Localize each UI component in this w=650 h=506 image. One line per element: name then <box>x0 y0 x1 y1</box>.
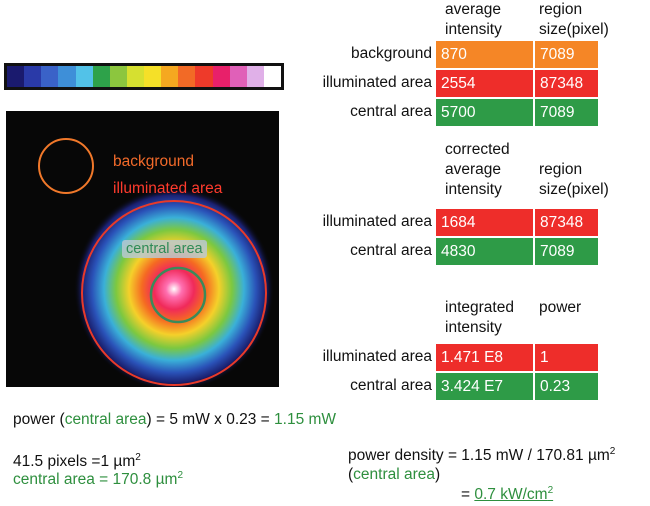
text-span: 1.15 mW <box>274 411 337 428</box>
header-line: intensity <box>445 21 502 38</box>
table1-header-intensity: average intensity <box>445 0 502 40</box>
table-cell: 1.471 E8 <box>436 344 533 371</box>
header-line: average <box>445 161 502 178</box>
background-label: background <box>113 153 195 170</box>
table-cell: 87348 <box>535 209 598 236</box>
header-line: size(pixel) <box>539 181 609 198</box>
colorbar-swatch <box>246 66 264 87</box>
table1-header-region: region size(pixel) <box>539 0 609 40</box>
illuminated-region-circle <box>81 200 267 386</box>
row-label: background <box>350 45 432 62</box>
colorbar-swatch <box>178 66 196 87</box>
background-region-circle <box>38 138 94 194</box>
table-cell: 5700 <box>436 99 533 126</box>
header-line: corrected <box>445 141 510 158</box>
table-row: 870 7089 <box>436 41 598 68</box>
power-density-line1: power density = 1.15 mW / 170.81 µm2 <box>348 446 615 466</box>
row-label: illuminated area <box>322 74 432 91</box>
header-line: average <box>445 1 502 18</box>
table-row: 3.424 E7 0.23 <box>436 373 598 400</box>
table-row: 1.471 E8 1 <box>436 344 598 371</box>
power-density-line2: (central area) <box>348 465 440 485</box>
superscript: 2 <box>135 451 141 463</box>
colorbar-swatch <box>58 66 76 87</box>
header-line: region <box>539 1 583 18</box>
table2-header-intensity: corrected average intensity <box>445 140 510 200</box>
text-span: ) <box>435 466 441 483</box>
text-span: = <box>461 486 475 503</box>
colorbar-swatch <box>144 66 162 87</box>
header-line: integrated <box>445 299 514 316</box>
superscript: 2 <box>177 469 184 481</box>
row-label: central area <box>350 377 432 394</box>
colorbar-swatch <box>109 66 127 87</box>
power-density-result: = 0.7 kW/cm2 <box>461 485 553 505</box>
colorbar-swatch <box>41 66 59 87</box>
colorbar <box>4 63 284 90</box>
text-span: central area <box>353 466 436 483</box>
text-span: ) = 5 mW x 0.23 = <box>146 411 275 428</box>
table-cell: 7089 <box>535 238 598 265</box>
table-cell: 7089 <box>535 41 598 68</box>
table-cell: 87348 <box>535 70 598 97</box>
colorbar-swatch <box>212 66 230 87</box>
table-cell: 0.23 <box>535 373 598 400</box>
table2-header-region: region size(pixel) <box>539 160 609 200</box>
header-line: intensity <box>445 181 502 198</box>
table-cell: 3.424 E7 <box>436 373 533 400</box>
colorbar-swatch <box>7 66 25 87</box>
intensity-image-svg <box>38 138 274 387</box>
colorbar-swatch <box>161 66 179 87</box>
table-cell: 1 <box>535 344 598 371</box>
table-cell: 870 <box>436 41 533 68</box>
table-cell: 4830 <box>436 238 533 265</box>
beam-spot <box>74 187 274 387</box>
text-span: central area <box>64 411 147 428</box>
text-span: ( <box>348 466 354 483</box>
illuminated-area-label: illuminated area <box>113 180 223 197</box>
header-line: intensity <box>445 319 502 336</box>
colorbar-swatch <box>24 66 42 87</box>
table3-header-power: power <box>539 299 582 316</box>
table-row: 2554 87348 <box>436 70 598 97</box>
superscript: 2 <box>609 445 616 457</box>
row-label: central area <box>350 103 432 120</box>
table-row: 1684 87348 <box>436 209 598 236</box>
superscript: 2 <box>547 484 554 496</box>
row-label: central area <box>350 242 432 259</box>
central-area-size: central area = 170.8 µm2 <box>13 470 183 490</box>
text-span: 0.7 kW/cm2 <box>474 484 554 503</box>
header-line: region <box>539 161 583 178</box>
table-row: 5700 7089 <box>436 99 598 126</box>
table-cell: 7089 <box>535 99 598 126</box>
table-cell: 1684 <box>436 209 533 236</box>
colorbar-swatch <box>92 66 110 87</box>
text-span: power density = 1.15 mW / 170.81 µm <box>348 447 610 464</box>
text-span: power ( <box>13 411 65 428</box>
text-span: 0.7 kW/cm <box>474 486 548 503</box>
text-span: 41.5 pixels =1 µm <box>13 453 136 470</box>
colorbar-swatch <box>263 66 281 87</box>
row-label: illuminated area <box>322 348 432 365</box>
text-span: central area = 170.8 µm <box>13 471 178 488</box>
power-equation: power (central area) = 5 mW x 0.23 = 1.1… <box>13 410 336 430</box>
header-line: size(pixel) <box>539 21 609 38</box>
colorbar-swatch <box>195 66 213 87</box>
table3-header-intensity: integrated intensity <box>445 298 514 338</box>
colorbar-swatch <box>229 66 247 87</box>
colorbar-swatch <box>126 66 144 87</box>
pixel-scale: 41.5 pixels =1 µm2 <box>13 452 141 472</box>
colorbar-swatch <box>75 66 93 87</box>
row-label: illuminated area <box>322 213 432 230</box>
table-cell: 2554 <box>436 70 533 97</box>
central-area-label: central area <box>122 240 207 258</box>
central-region-circle <box>149 266 207 324</box>
table-row: 4830 7089 <box>436 238 598 265</box>
